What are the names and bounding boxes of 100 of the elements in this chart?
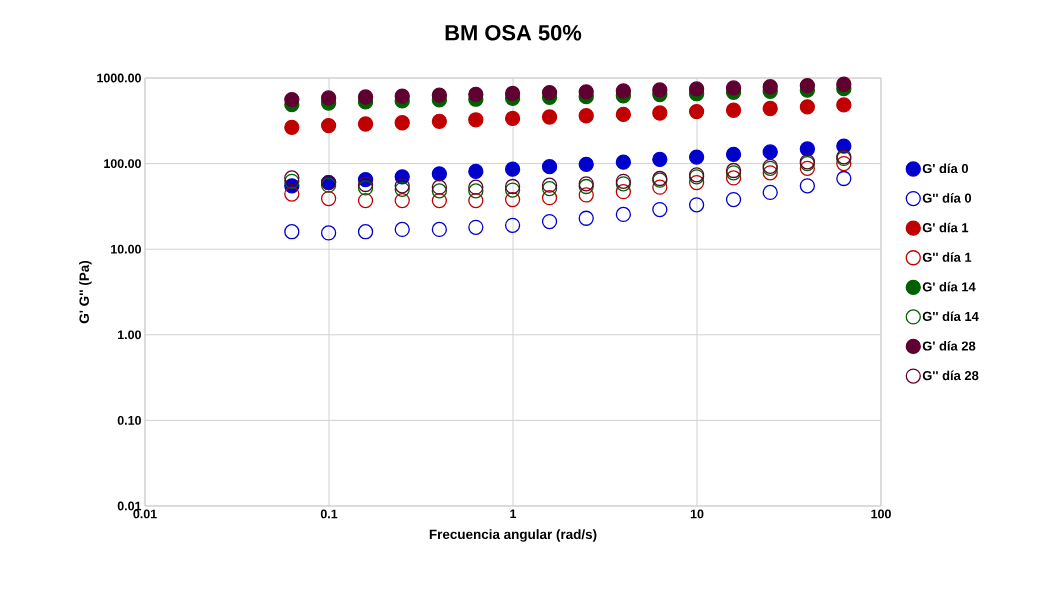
point — [615, 184, 632, 200]
legend-label: G' día 28 — [922, 340, 976, 351]
point — [394, 181, 410, 198]
point — [615, 206, 632, 223]
point — [431, 183, 448, 199]
point — [431, 166, 448, 182]
point — [504, 178, 521, 195]
point — [541, 84, 558, 101]
point — [394, 88, 410, 104]
point — [504, 85, 521, 102]
point — [541, 177, 558, 193]
point — [652, 201, 668, 218]
point — [836, 155, 852, 172]
legend-label: G'' día 14 — [922, 311, 979, 322]
y-axis-title: G' G'' (Pa) — [79, 260, 92, 324]
point — [468, 163, 484, 180]
point — [431, 87, 448, 103]
point — [431, 113, 448, 129]
point — [762, 144, 778, 160]
point — [762, 100, 778, 117]
point — [431, 221, 448, 238]
legend-label: G'' día 1 — [922, 252, 972, 262]
point — [504, 217, 521, 233]
y-tick-label: 100.00 — [104, 159, 141, 168]
point — [541, 109, 558, 125]
point — [541, 190, 558, 206]
point — [688, 149, 705, 165]
point — [284, 186, 300, 202]
point — [284, 91, 300, 108]
point — [284, 119, 300, 136]
point — [799, 99, 816, 115]
point — [652, 105, 668, 121]
point — [357, 180, 374, 196]
point — [836, 97, 852, 113]
point — [468, 112, 484, 128]
y-tick-label: 0.01 — [117, 501, 142, 511]
point — [799, 141, 816, 157]
point — [394, 192, 410, 209]
legend-label: G' día 1 — [922, 222, 969, 233]
legend-label: G'' día 0 — [922, 193, 972, 203]
point — [688, 103, 705, 120]
point — [284, 224, 300, 240]
point — [504, 110, 521, 127]
point — [357, 176, 374, 193]
point — [541, 213, 558, 230]
point — [725, 191, 742, 208]
point — [504, 161, 521, 177]
point — [504, 182, 521, 198]
point — [578, 84, 594, 100]
point — [652, 151, 668, 168]
point — [320, 117, 337, 134]
point — [799, 77, 816, 94]
point — [836, 76, 852, 92]
point — [431, 179, 448, 195]
chart-title: BM OSA 50% — [445, 24, 582, 41]
y-tick-label: 1.00 — [118, 330, 141, 340]
y-tick-label: 10.00 — [111, 244, 141, 254]
point — [504, 191, 521, 208]
point — [615, 83, 632, 99]
point — [431, 192, 448, 209]
point — [688, 81, 705, 97]
point — [762, 79, 778, 95]
point — [394, 221, 410, 238]
point — [688, 197, 705, 213]
y-tick-label: 1000.00 — [97, 73, 141, 83]
point — [799, 160, 816, 176]
point — [762, 165, 778, 181]
point — [468, 179, 484, 195]
x-tick-label: 0.1 — [320, 509, 338, 519]
point — [394, 115, 410, 131]
point — [357, 116, 374, 132]
point — [320, 225, 337, 241]
point — [688, 174, 705, 191]
point — [357, 192, 374, 209]
legend-label: G' día 0 — [922, 163, 968, 174]
point — [320, 90, 337, 106]
point — [468, 219, 484, 235]
point — [725, 146, 742, 163]
point — [652, 179, 668, 195]
point — [615, 106, 632, 123]
point — [578, 210, 594, 226]
point — [541, 180, 558, 197]
legend-label: G' día 14 — [922, 281, 976, 292]
point — [578, 187, 594, 203]
point — [799, 178, 816, 194]
point — [468, 192, 484, 209]
point — [725, 102, 742, 118]
point — [284, 173, 300, 190]
point — [615, 154, 632, 170]
point — [762, 184, 778, 201]
y-tick-label: 0.10 — [117, 415, 141, 425]
point — [357, 224, 374, 240]
x-tick-label: 10 — [690, 509, 704, 519]
point — [578, 108, 594, 124]
x-tick-label: 0.01 — [133, 509, 157, 519]
point — [836, 170, 852, 187]
point — [320, 190, 337, 207]
point — [725, 170, 742, 186]
point — [357, 89, 374, 105]
point — [468, 183, 484, 199]
